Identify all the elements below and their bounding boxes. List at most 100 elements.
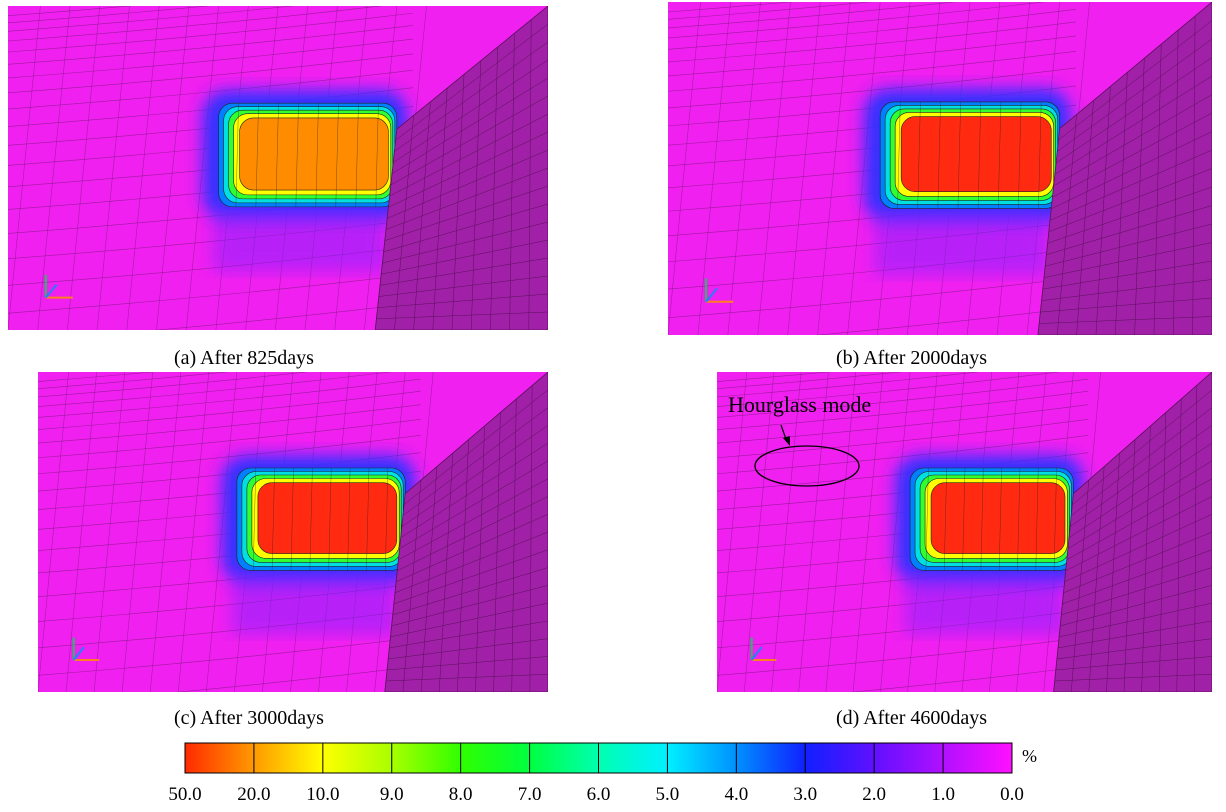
mesh-line (37, 6, 71, 330)
block-mesh (388, 638, 548, 660)
contour-mesh (235, 103, 239, 207)
block-mesh (1194, 385, 1197, 692)
block-mesh (413, 101, 431, 330)
block-mesh (392, 567, 548, 616)
contour-haze (874, 208, 1049, 276)
block-mesh (400, 442, 548, 538)
mesh-line (817, 2, 851, 335)
mesh-line (851, 665, 1089, 692)
block-mesh (475, 426, 485, 692)
block-mesh (1071, 407, 1212, 516)
block-mesh (1066, 478, 1212, 560)
mesh-line (771, 372, 802, 692)
caption: (a) After 825days (174, 347, 314, 369)
mesh-line (38, 404, 421, 444)
contour-mesh (1018, 101, 1022, 209)
mesh-line (743, 372, 775, 692)
contour-haze (231, 570, 395, 635)
mesh-line (880, 372, 911, 692)
block-mesh (389, 113, 548, 197)
contour-haze (905, 570, 1064, 635)
colorbar-label: 1.0 (931, 784, 955, 805)
annotation-ellipse (754, 445, 860, 487)
mesh-line (176, 665, 421, 692)
mesh-line (727, 2, 761, 335)
block-mesh (383, 203, 548, 253)
block-mesh (1048, 168, 1212, 233)
contour-band (900, 116, 1052, 192)
mesh-line (126, 6, 160, 330)
mesh-line (787, 2, 821, 335)
mesh-line (38, 372, 156, 382)
colorbar-label: 9.0 (380, 784, 404, 805)
block-mesh (1057, 38, 1212, 152)
colorbar-label: 3.0 (793, 784, 817, 805)
block-mesh (1192, 16, 1196, 335)
contour-mesh (290, 467, 294, 571)
mesh-line (8, 69, 414, 110)
colorbar-label: 4.0 (724, 784, 748, 805)
contour-mesh (997, 101, 1002, 209)
contour-mesh (347, 467, 351, 571)
mesh-line (668, 2, 1046, 39)
block-mesh (490, 47, 498, 330)
mesh-line (717, 636, 1089, 676)
block-mesh (1059, 602, 1212, 638)
colorbar-label: 2.0 (862, 784, 886, 805)
block-mesh (1069, 425, 1212, 527)
block-mesh (394, 531, 548, 594)
block-mesh (1141, 426, 1151, 692)
caption: (b) After 2000days (836, 347, 987, 369)
mesh-line (668, 35, 1077, 77)
mesh-line (717, 390, 1089, 430)
block-mesh (402, 480, 422, 692)
contour-image (668, 2, 1212, 335)
block-mesh (432, 88, 448, 330)
contour-mesh (943, 467, 947, 571)
contour-band (257, 482, 398, 554)
block-mesh (390, 602, 548, 638)
contour-mesh (937, 101, 941, 209)
axis-triad (705, 287, 718, 303)
contour-mesh (385, 467, 389, 571)
mesh-line (8, 6, 132, 17)
colorbar-label: 20.0 (237, 784, 270, 805)
block-mesh (1039, 316, 1212, 324)
colorbar-label: 0.0 (1000, 784, 1024, 805)
axis-triad (45, 283, 58, 299)
panels (8, 2, 1212, 692)
block-mesh (1043, 242, 1212, 278)
block-mesh (1055, 57, 1212, 164)
contour-mesh (309, 467, 313, 571)
mesh-line (38, 435, 421, 475)
mesh-line (668, 67, 1077, 109)
block-mesh (493, 412, 501, 692)
mesh-line (717, 378, 1089, 418)
block-mesh (402, 407, 548, 516)
block-mesh (1049, 149, 1212, 221)
block-mesh (377, 293, 548, 308)
block-mesh (403, 389, 548, 505)
contour-mesh (255, 103, 259, 207)
block-mesh (397, 496, 548, 571)
block-mesh (1088, 466, 1105, 692)
mesh-line (8, 38, 414, 79)
block-mesh (399, 460, 548, 549)
contour-mesh (957, 101, 961, 209)
contour-mesh (980, 467, 984, 571)
block-mesh (385, 167, 548, 230)
mesh-line (156, 6, 190, 330)
mesh-line (668, 2, 793, 13)
block-mesh (1062, 549, 1212, 605)
block-mesh (1115, 72, 1128, 335)
mesh-line (38, 636, 421, 676)
contour-mesh (335, 103, 339, 207)
mesh-line (38, 372, 392, 407)
block-mesh (529, 385, 533, 692)
block-mesh (1055, 656, 1212, 671)
colorbar: % 50.0 20.0 10.0 9.0 8.0 7.0 6.0 5.0 4.0 3.0 2.0 1.… (168, 742, 1037, 805)
block-mesh (379, 257, 548, 286)
contour-mesh (271, 467, 275, 571)
mesh-line (815, 307, 1077, 335)
contour-mesh (252, 467, 257, 571)
